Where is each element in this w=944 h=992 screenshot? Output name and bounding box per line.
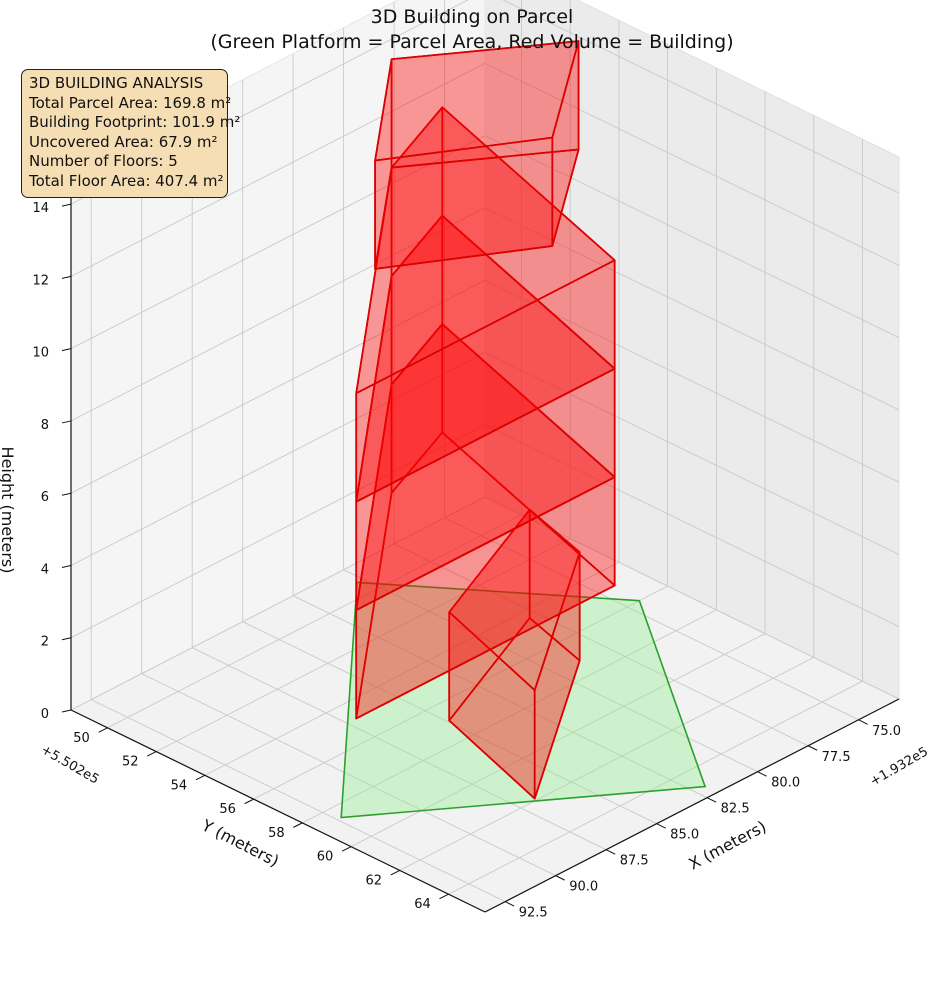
axis-ticks: 75.0 77.5 80.0 82.5 85.0 87.5 90.0 92.5 50 52 54 56… <box>32 201 901 920</box>
info-line-floors: Number of Floors: 5 <box>29 152 178 170</box>
floor-top-face <box>448 508 581 692</box>
info-line-uncovered: Uncovered Area: 67.9 m² <box>29 132 218 151</box>
x-tick <box>858 719 868 725</box>
x-tick <box>504 901 515 907</box>
x-tick <box>656 823 666 829</box>
x-tick <box>555 875 565 881</box>
z-tick-label: 8 <box>41 418 49 433</box>
floor-1 <box>448 508 581 800</box>
floor-top-face <box>374 40 580 162</box>
building-volume <box>355 40 616 800</box>
floor-2 <box>355 323 616 720</box>
axis-panes <box>69 0 901 913</box>
grid-line-z <box>70 207 900 422</box>
floor-3 <box>355 214 616 611</box>
parcel-platform <box>340 581 707 819</box>
x-tick-label: 75.0 <box>872 724 901 739</box>
x-tick-label: 77.5 <box>822 750 851 765</box>
z-tick <box>61 564 72 568</box>
parcel-polygon <box>340 581 707 819</box>
z-tick-label: 10 <box>32 346 49 361</box>
axis-grid <box>70 0 900 903</box>
y-tick-label: 52 <box>122 755 139 770</box>
y-tick-label: 60 <box>317 850 334 865</box>
x-offset-label: +1.932e5 <box>868 744 931 789</box>
grid-line-z <box>70 496 900 711</box>
z-tick <box>61 492 72 496</box>
z-tick <box>61 709 72 713</box>
z-tick-label: 6 <box>41 490 49 505</box>
z-tick <box>61 348 72 352</box>
y-tick <box>195 774 206 781</box>
z-tick-label: 14 <box>32 201 49 216</box>
y-axis-line <box>70 709 486 913</box>
y-tick <box>293 822 303 828</box>
y-tick <box>147 751 157 757</box>
y-tick-label: 50 <box>73 731 90 746</box>
x-tick-label: 82.5 <box>721 802 750 817</box>
z-tick <box>61 637 72 641</box>
y-tick-label: 56 <box>219 802 236 817</box>
x-axis-label: X (meters) <box>685 817 769 874</box>
x-tick-label: 92.5 <box>519 906 548 921</box>
x-tick-label: 90.0 <box>569 880 598 895</box>
info-line-parcel-area: Total Parcel Area: 169.8 m² <box>29 93 232 112</box>
y-tick-label: 64 <box>414 897 431 912</box>
z-tick-label: 2 <box>41 635 49 650</box>
x-tick <box>706 797 717 803</box>
z-tick-label: 12 <box>32 273 49 288</box>
y-tick <box>390 869 400 876</box>
grid-line-z <box>70 62 900 277</box>
x-tick-label: 87.5 <box>620 854 649 869</box>
chart-subtitle: (Green Platform = Parcel Area, Red Volum… <box>210 31 734 53</box>
analysis-info-box: 3D BUILDING ANALYSIS Total Parcel Area: … <box>21 69 241 198</box>
y-tick-label: 62 <box>365 873 382 888</box>
z-tick <box>61 275 72 279</box>
y-tick-label: 54 <box>171 778 188 793</box>
y-tick <box>341 846 352 852</box>
x-tick <box>605 849 616 855</box>
info-line-floor-area: Total Floor Area: 407.4 m² <box>29 171 224 190</box>
floor-4 <box>355 106 616 503</box>
grid-line-z <box>70 135 900 350</box>
z-tick <box>61 420 72 424</box>
chart-title: 3D Building on Parcel <box>370 6 574 28</box>
z-axis-label: Height (meters) <box>0 447 17 574</box>
grid-line-z <box>70 279 900 494</box>
y-offset-label: +5.502e5 <box>38 742 101 787</box>
z-tick-label: 0 <box>41 707 49 722</box>
y-tick <box>98 727 108 733</box>
info-line-footprint: Building Footprint: 101.9 m² <box>29 113 241 131</box>
axis-lines <box>70 168 900 913</box>
grid-line-z <box>70 424 900 639</box>
floor-top-face <box>355 106 616 395</box>
floor-5 <box>374 40 580 270</box>
y-tick <box>439 893 449 900</box>
x-tick-label: 80.0 <box>771 776 800 791</box>
grid-line-z <box>70 351 900 566</box>
x-axis-line <box>484 698 900 913</box>
x-tick <box>757 771 767 777</box>
y-axis-label: Y (meters) <box>198 815 282 870</box>
x-tick <box>807 745 818 751</box>
y-tick-label: 58 <box>268 826 285 841</box>
z-tick <box>61 203 72 207</box>
x-tick-label: 85.0 <box>670 828 699 843</box>
info-heading: 3D BUILDING ANALYSIS <box>29 74 204 92</box>
z-tick-label: 4 <box>41 562 49 577</box>
y-tick <box>244 798 254 805</box>
